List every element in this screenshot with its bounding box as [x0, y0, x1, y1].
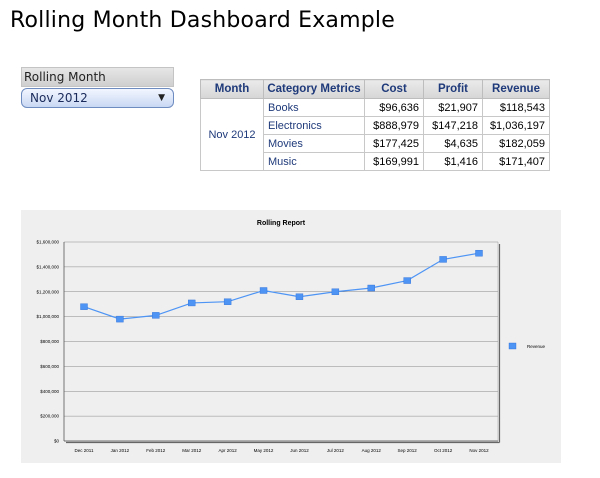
- y-tick-label: $1,200,000: [36, 289, 59, 294]
- y-tick-label: $600,000: [40, 364, 59, 369]
- x-tick-label: Dec 2011: [75, 448, 94, 453]
- category-cell: Movies: [263, 134, 365, 153]
- category-cell: Electronics: [263, 116, 365, 135]
- month-dropdown-value: Nov 2012: [30, 91, 88, 105]
- profit-cell: $4,635: [423, 134, 483, 153]
- x-tick-label: Feb 2012: [146, 448, 166, 453]
- table-row: Electronics $888,979 $147,218 $1,036,197: [201, 116, 550, 135]
- revenue-cell: $118,543: [482, 98, 550, 117]
- x-tick-label: May 2012: [254, 448, 274, 453]
- y-tick-label: $0: [54, 439, 60, 444]
- rolling-month-selector: Rolling Month Nov 2012 ▼: [21, 67, 174, 108]
- y-tick-label: $400,000: [40, 389, 59, 394]
- legend-marker: [508, 342, 517, 350]
- data-point: [331, 288, 340, 295]
- cost-cell: $177,425: [364, 134, 424, 153]
- x-tick-label: Apr 2012: [219, 448, 238, 453]
- data-point: [475, 249, 483, 257]
- metrics-table: Month Category Metrics Cost Profit Reven…: [200, 79, 550, 171]
- cost-cell: $169,991: [364, 152, 424, 171]
- month-cell: Nov 2012: [200, 98, 264, 171]
- y-tick-label: $1,400,000: [36, 264, 59, 269]
- x-tick-label: Mar 2012: [182, 448, 202, 453]
- cost-cell: $888,979: [364, 116, 424, 135]
- data-point: [188, 299, 196, 307]
- header-cost: Cost: [364, 79, 424, 99]
- month-dropdown[interactable]: Nov 2012 ▼: [21, 88, 174, 108]
- rolling-report-chart: Rolling Report $0 $200,000 $400,000 $600,000…: [21, 210, 561, 463]
- x-tick-label: Nov 2012: [469, 448, 489, 453]
- header-category: Category Metrics: [263, 79, 365, 99]
- chart-title: Rolling Report: [257, 220, 306, 227]
- x-tick-label: Oct 2012: [434, 448, 453, 453]
- header-profit: Profit: [423, 79, 483, 99]
- data-point: [439, 256, 447, 263]
- header-month: Month: [200, 79, 264, 99]
- profit-cell: $147,218: [423, 116, 483, 135]
- x-tick-label: Jun 2012: [290, 448, 309, 453]
- legend-label: Revenue: [527, 344, 546, 349]
- x-tick-label: Aug 2012: [362, 448, 382, 453]
- data-point: [152, 312, 160, 319]
- series-line: [83, 252, 480, 320]
- data-point: [223, 298, 232, 305]
- table-header-row: Month Category Metrics Cost Profit Reven…: [200, 79, 550, 99]
- category-cell: Music: [263, 152, 365, 171]
- data-point: [259, 287, 268, 294]
- table-row: Nov 2012 Books $96,636 $21,907 $118,543: [200, 98, 550, 171]
- revenue-cell: $1,036,197: [482, 116, 550, 135]
- chart-canvas: Rolling Report $0 $200,000 $400,000 $600,000…: [36, 220, 546, 453]
- table-row: Music $169,991 $1,416 $171,407: [201, 152, 550, 171]
- y-tick-label: $200,000: [40, 414, 59, 419]
- header-revenue: Revenue: [482, 79, 550, 99]
- profit-cell: $21,907: [423, 98, 483, 117]
- revenue-cell: $182,059: [482, 134, 550, 153]
- selector-label: Rolling Month: [21, 67, 174, 87]
- revenue-cell: $171,407: [482, 152, 550, 171]
- data-point: [116, 315, 124, 323]
- y-tick-label: $1,000,000: [36, 314, 59, 319]
- data-point: [80, 303, 88, 310]
- y-tick-label: $1,600,000: [36, 240, 59, 245]
- x-tick-label: Sep 2012: [398, 448, 418, 453]
- x-tick-label: Jan 2012: [111, 448, 130, 453]
- x-tick-label: Jul 2012: [327, 448, 345, 453]
- category-cell: Books: [263, 98, 365, 117]
- page-title: Rolling Month Dashboard Example: [10, 8, 395, 33]
- cost-cell: $96,636: [364, 98, 424, 117]
- data-point: [403, 277, 411, 284]
- data-point: [295, 293, 304, 300]
- chevron-down-icon[interactable]: ▼: [158, 93, 165, 103]
- data-point: [367, 284, 375, 292]
- profit-cell: $1,416: [423, 152, 483, 171]
- y-tick-label: $800,000: [40, 339, 59, 344]
